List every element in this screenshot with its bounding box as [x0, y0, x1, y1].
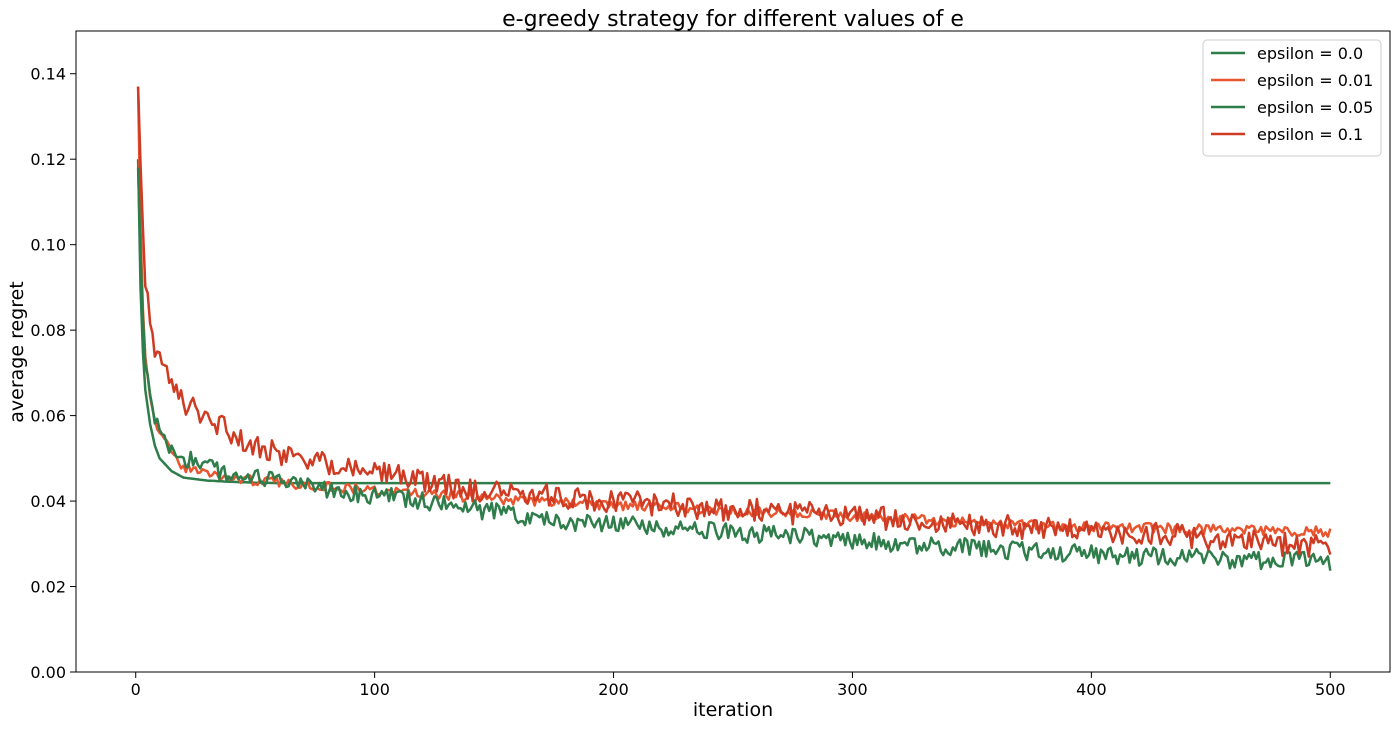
- y-axis-label: average regret: [6, 281, 28, 423]
- legend-label: epsilon = 0.01: [1257, 71, 1373, 90]
- x-tick-label: 100: [359, 680, 390, 699]
- series-line-0: [136, 159, 1331, 485]
- chart-title: e-greedy strategy for different values o…: [502, 7, 964, 32]
- series-layer: [136, 86, 1332, 571]
- x-axis-label: iteration: [693, 699, 773, 721]
- x-tick-label: 200: [598, 680, 629, 699]
- axis-layer: 0 100 200 300 400 500 0.00 0.02 0.04 0.06 0.08 0.10…: [30, 65, 1345, 699]
- series-line-1: [136, 86, 1332, 538]
- legend-box: [1202, 39, 1382, 157]
- x-tick-label: 400: [1076, 680, 1107, 699]
- x-tick-label: 300: [837, 680, 868, 699]
- y-tick-label: 0.14: [30, 65, 66, 84]
- legend: epsilon = 0.0 epsilon = 0.01 epsilon = 0.0…: [1202, 39, 1382, 157]
- series-line-2: [136, 167, 1332, 571]
- legend-label: epsilon = 0.05: [1257, 98, 1373, 117]
- y-tick-label: 0.10: [30, 236, 66, 255]
- y-tick-label: 0.12: [30, 150, 66, 169]
- y-tick-label: 0.04: [30, 492, 66, 511]
- y-tick-label: 0.00: [30, 663, 66, 682]
- x-tick-label: 500: [1315, 680, 1346, 699]
- series-line-3: [136, 86, 1332, 558]
- y-tick-label: 0.06: [30, 407, 66, 426]
- legend-label: epsilon = 0.1: [1257, 125, 1363, 144]
- legend-label: epsilon = 0.0: [1257, 44, 1363, 63]
- y-tick-label: 0.08: [30, 321, 66, 340]
- plot-frame: [75, 30, 1391, 673]
- x-tick-label: 0: [131, 680, 141, 699]
- y-tick-label: 0.02: [30, 578, 66, 597]
